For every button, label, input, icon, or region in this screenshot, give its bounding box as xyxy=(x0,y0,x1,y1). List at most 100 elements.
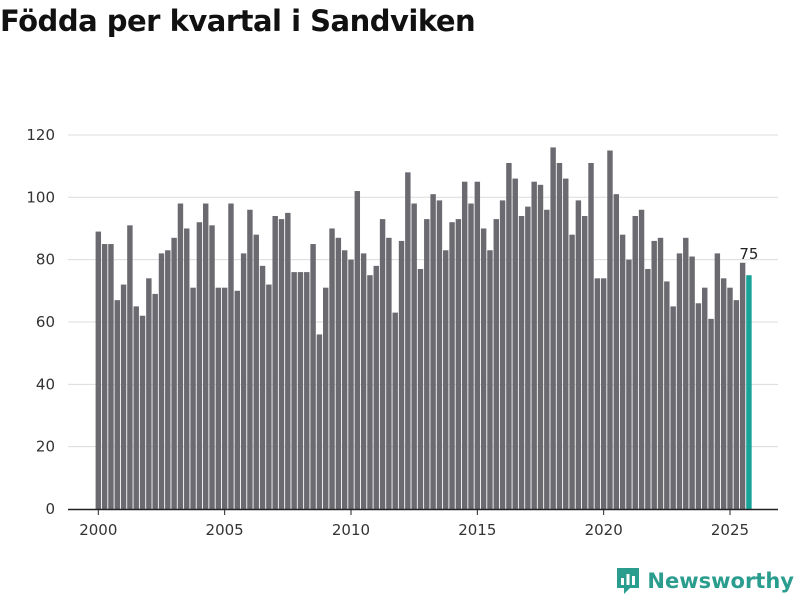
bar xyxy=(455,219,462,509)
bar xyxy=(417,268,424,509)
bar xyxy=(165,250,171,509)
bar xyxy=(695,303,702,509)
bar xyxy=(468,203,474,509)
newsworthy-logo: Newsworthy xyxy=(615,566,794,596)
bar xyxy=(234,290,241,509)
bar xyxy=(626,259,632,509)
bar xyxy=(398,240,405,509)
bar xyxy=(304,272,310,509)
bar xyxy=(512,178,518,509)
bar xyxy=(127,225,133,509)
bar xyxy=(101,244,108,509)
bar xyxy=(184,228,190,509)
bar xyxy=(360,253,367,509)
bar xyxy=(221,287,228,509)
bar xyxy=(120,284,127,509)
bar xyxy=(638,209,645,509)
newsworthy-logo-icon xyxy=(617,568,640,594)
bar xyxy=(506,162,512,509)
bar xyxy=(114,300,120,509)
bar xyxy=(493,219,499,509)
bar xyxy=(285,212,291,509)
bar xyxy=(720,278,727,509)
bar xyxy=(411,203,417,509)
bar xyxy=(152,293,158,509)
bar xyxy=(563,178,569,509)
y-tick-label: 40 xyxy=(36,375,55,393)
bar xyxy=(670,306,676,509)
bar xyxy=(177,203,184,509)
bar xyxy=(341,250,348,509)
brand-name: Newsworthy xyxy=(647,569,794,593)
latest-value-label: 75 xyxy=(739,245,758,263)
bar xyxy=(266,284,272,509)
bar xyxy=(575,200,582,509)
bar xyxy=(733,300,740,509)
bar xyxy=(297,272,304,509)
bar xyxy=(689,256,695,509)
bar xyxy=(613,194,620,509)
bar xyxy=(556,162,563,509)
bar xyxy=(171,237,177,509)
bar xyxy=(202,203,209,509)
bar xyxy=(474,181,481,509)
bar xyxy=(487,250,493,509)
bar xyxy=(569,234,575,509)
bar xyxy=(95,231,102,509)
bar xyxy=(702,287,708,509)
y-tick-label: 100 xyxy=(26,188,55,206)
x-tick-label: 2020 xyxy=(585,521,623,539)
x-tick-label: 2000 xyxy=(79,521,117,539)
x-tick-label: 2010 xyxy=(332,521,370,539)
bar xyxy=(550,147,556,509)
bar xyxy=(354,191,361,509)
bar xyxy=(379,219,386,509)
y-tick-label: 0 xyxy=(45,500,55,518)
bar xyxy=(329,228,335,509)
bar xyxy=(708,318,714,509)
bar xyxy=(259,265,266,509)
bar xyxy=(664,281,670,509)
bar xyxy=(146,278,152,509)
y-axis: 0 20 40 60 80 100 120 xyxy=(26,126,55,518)
y-tick-label: 80 xyxy=(36,251,55,269)
bar xyxy=(480,228,487,509)
bar xyxy=(537,184,544,509)
bar xyxy=(651,240,657,509)
bar xyxy=(108,244,114,509)
bar xyxy=(291,272,297,509)
bars xyxy=(95,147,752,509)
bar xyxy=(253,234,259,509)
bar xyxy=(739,262,746,509)
bar xyxy=(278,219,285,509)
bar xyxy=(657,237,664,509)
bar xyxy=(600,278,607,509)
chart-title: Födda per kvartal i Sandviken xyxy=(0,4,476,38)
y-tick-label: 20 xyxy=(36,438,55,456)
bar xyxy=(531,181,537,509)
bar xyxy=(727,287,733,509)
bar xyxy=(430,194,436,509)
bar xyxy=(215,287,222,509)
bar xyxy=(367,275,373,509)
bar xyxy=(449,222,455,509)
bar xyxy=(196,222,203,509)
bar xyxy=(348,259,354,509)
bar xyxy=(405,172,411,509)
y-tick-label: 60 xyxy=(36,313,55,331)
bar xyxy=(594,278,601,509)
bar xyxy=(499,200,506,509)
bar xyxy=(619,234,626,509)
bar xyxy=(190,287,196,509)
bar xyxy=(436,200,443,509)
bar xyxy=(544,209,550,509)
bar xyxy=(525,206,531,509)
bar xyxy=(240,253,247,509)
bar xyxy=(158,253,165,509)
bar xyxy=(335,237,342,509)
bar xyxy=(272,215,278,509)
x-tick-label: 2025 xyxy=(711,521,749,539)
x-axis: 2000 2005 2010 2015 2020 2025 xyxy=(68,508,778,539)
data-labels: 75 xyxy=(739,245,758,263)
bar xyxy=(133,306,139,509)
